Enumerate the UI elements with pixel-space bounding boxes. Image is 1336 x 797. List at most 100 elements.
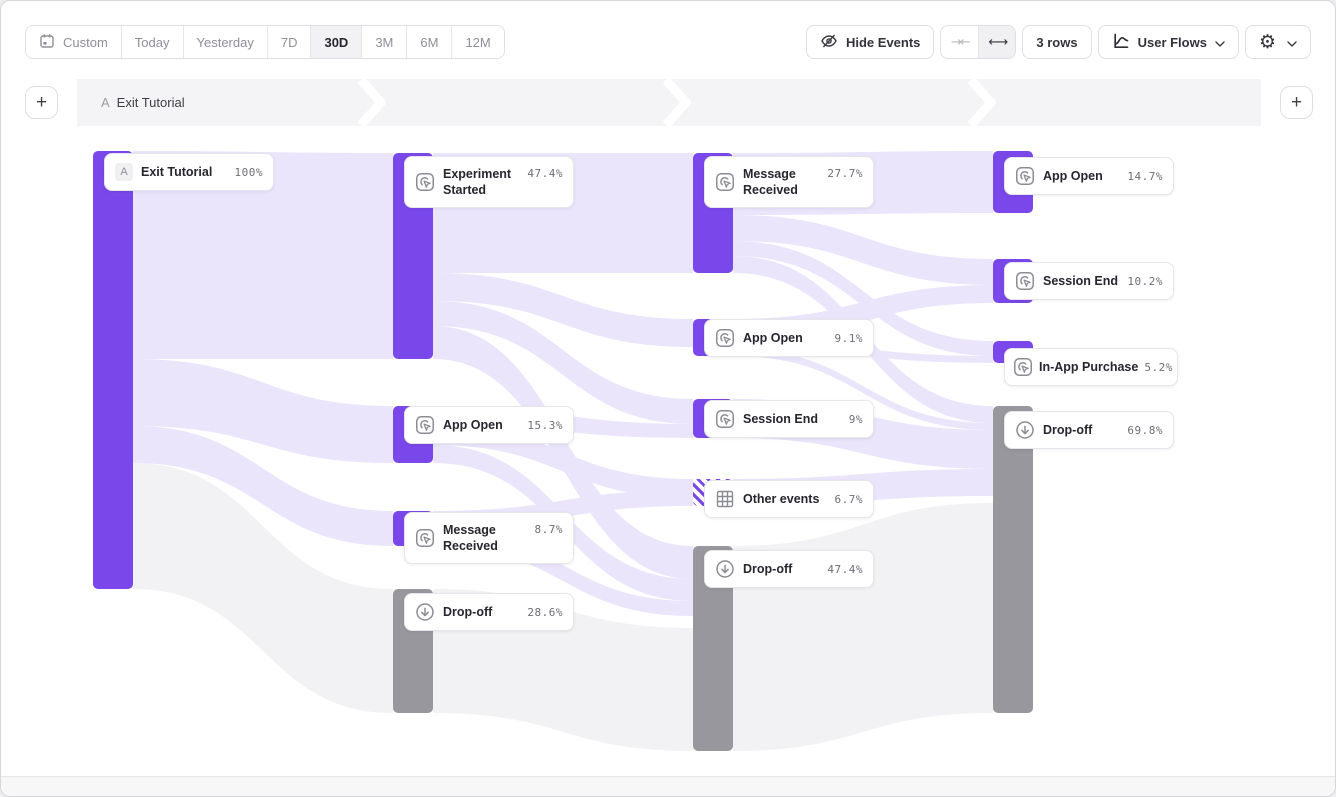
node-value: 6.7% (834, 492, 863, 506)
flow-node-card-drop-off-step3[interactable]: Drop-off 69.8% (1004, 411, 1174, 449)
node-label: App Open (443, 418, 503, 432)
node-label: Session End (743, 412, 819, 426)
flow-node-card-message-received-step2[interactable]: Message Received 27.7% (704, 156, 874, 208)
node-value: 47.4% (827, 562, 863, 576)
flow-node-card-session-end-step3[interactable]: Session End 10.2% (1004, 262, 1174, 300)
node-label: Experiment Started (443, 167, 512, 197)
node-label: Message Received (743, 167, 798, 197)
calendar-icon (39, 33, 55, 52)
node-value: 69.8% (1127, 423, 1163, 437)
flow-ribbon (733, 241, 993, 356)
flow-node-card-in-app-purchase-step3[interactable]: In-App Purchase 5.2% (1004, 348, 1178, 386)
collapse-expand-control: →← ←→ (940, 25, 1017, 59)
toolbar: Custom Today Yesterday 7D 30D 3M 6M 12M … (25, 25, 1311, 59)
node-label: In-App Purchase (1039, 360, 1139, 374)
flows-chart-icon (1112, 32, 1130, 53)
date-range-yesterday[interactable]: Yesterday (182, 26, 267, 58)
dropoff-icon (1015, 420, 1035, 440)
node-value: 47.4% (527, 167, 563, 180)
rows-button[interactable]: 3 rows (1022, 25, 1092, 59)
flow-node-card-other-events-step2[interactable]: Other events 6.7% (704, 480, 874, 518)
node-value: 10.2% (1127, 274, 1163, 288)
flow-node-card-exit-tutorial-step0[interactable]: A Exit Tutorial 100% (104, 153, 274, 191)
node-value: 9.1% (834, 331, 863, 345)
event-icon (715, 328, 735, 348)
flow-node-card-message-received-step1[interactable]: Message Received 8.7% (404, 512, 574, 564)
step-divider-chevron (662, 77, 693, 131)
node-value: 28.6% (527, 605, 563, 619)
toolbar-right-group: Hide Events →← ←→ 3 rows User Flows ⚙ (805, 25, 1311, 59)
flow-node-bar-drop-off[interactable] (993, 406, 1033, 713)
eye-off-icon (820, 32, 838, 53)
badge-a: A (115, 163, 133, 181)
event-icon (415, 528, 435, 548)
date-range-30d[interactable]: 30D (310, 26, 362, 58)
flow-node-bar-exit-tutorial[interactable] (93, 151, 133, 589)
flow-ribbon (133, 359, 393, 463)
flow-ribbon (433, 273, 693, 347)
dropoff-icon (415, 602, 435, 622)
flow-node-card-drop-off-step1[interactable]: Drop-off 28.6% (404, 593, 574, 631)
node-value: 100% (234, 165, 263, 179)
node-value: 15.3% (527, 418, 563, 432)
flow-node-card-drop-off-step2[interactable]: Drop-off 47.4% (704, 550, 874, 588)
plus-icon: + (35, 91, 48, 113)
anchor-step-label[interactable]: A Exit Tutorial (101, 79, 185, 126)
flow-node-card-experiment-started-step1[interactable]: Experiment Started 47.4% (404, 156, 574, 208)
node-label: App Open (743, 331, 803, 345)
date-range-12m[interactable]: 12M (451, 26, 504, 58)
flow-node-card-session-end-step2[interactable]: Session End 9% (704, 400, 874, 438)
node-value: 9% (848, 412, 863, 426)
flow-ribbon (733, 503, 993, 751)
chevron-down-icon (1215, 35, 1225, 50)
add-step-before-button[interactable]: + (25, 86, 58, 119)
date-range-label: Custom (63, 34, 108, 50)
node-label: Other events (743, 492, 820, 506)
flow-ribbon (133, 463, 393, 713)
flow-ribbon (433, 301, 693, 424)
node-value: 5.2% (1144, 360, 1173, 374)
date-range-today[interactable]: Today (120, 26, 183, 58)
grid-icon (715, 489, 735, 509)
settings-dropdown[interactable]: ⚙ (1244, 25, 1311, 59)
step-letter: A (101, 95, 110, 110)
flow-node-card-app-open-step3[interactable]: App Open 14.7% (1004, 157, 1174, 195)
view-selector-dropdown[interactable]: User Flows (1097, 25, 1239, 59)
add-step-after-button[interactable]: + (1280, 86, 1313, 119)
bottom-divider (1, 776, 1335, 796)
flow-node-card-app-open-step2[interactable]: App Open 9.1% (704, 319, 874, 357)
node-label: Drop-off (443, 605, 493, 619)
date-range-6m[interactable]: 6M (406, 26, 452, 58)
date-range-7d[interactable]: 7D (266, 26, 311, 58)
collapse-columns-button[interactable]: →← (941, 26, 978, 58)
step-letter-badge: A (115, 163, 133, 181)
node-label: Message Received (443, 523, 498, 553)
flow-node-card-app-open-step1[interactable]: App Open 15.3% (404, 406, 574, 444)
node-label: App Open (1043, 169, 1103, 183)
step-divider-chevron (967, 77, 998, 131)
step-header-band: A Exit Tutorial (77, 77, 1261, 128)
gear-icon: ⚙ (1258, 30, 1276, 53)
plus-icon: + (1290, 91, 1303, 113)
hide-events-button[interactable]: Hide Events (805, 25, 935, 59)
expand-columns-button[interactable]: ←→ (978, 26, 1016, 58)
chevron-down-icon (1287, 35, 1297, 50)
collapse-icon: →← (951, 34, 971, 50)
date-range-custom[interactable]: Custom (26, 26, 121, 58)
event-icon (1015, 271, 1035, 291)
event-icon (1015, 166, 1035, 186)
node-value: 8.7% (534, 523, 563, 536)
flow-ribbon (733, 349, 993, 430)
flow-ribbon (133, 151, 393, 359)
flow-ribbon (133, 426, 393, 546)
date-range-3m[interactable]: 3M (361, 26, 407, 58)
node-label: Exit Tutorial (141, 165, 213, 179)
event-icon (1013, 357, 1033, 377)
expand-icon: ←→ (988, 34, 1009, 50)
event-icon (415, 415, 435, 435)
event-icon (415, 172, 435, 192)
node-label: Session End (1043, 274, 1119, 288)
step-title: Exit Tutorial (116, 95, 185, 110)
node-label: Drop-off (1043, 423, 1093, 437)
